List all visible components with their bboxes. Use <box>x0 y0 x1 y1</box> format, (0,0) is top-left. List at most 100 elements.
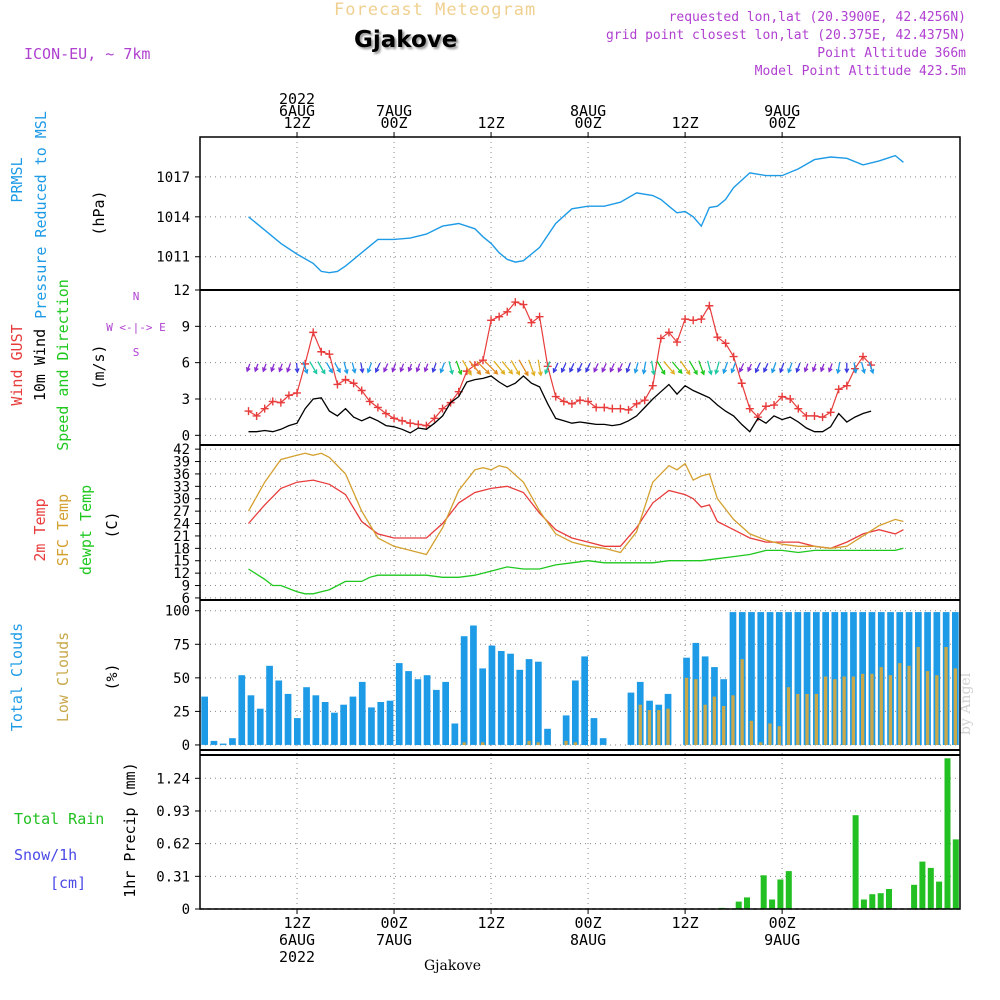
temp-unit-label: (C) <box>103 511 121 538</box>
wind-direction-arrow <box>302 361 309 375</box>
low-cloud-bar <box>462 742 466 745</box>
total-cloud-bar <box>497 651 505 745</box>
gust-marker <box>681 315 690 324</box>
temp-dewpt-line <box>248 547 904 595</box>
clouds-unit-label: (%) <box>103 663 121 690</box>
top-time-label: 7AUG <box>376 102 412 120</box>
rain-bar <box>952 839 959 909</box>
gust-marker <box>576 396 584 405</box>
low-cloud-bar <box>925 671 930 745</box>
wind-direction-arrow <box>671 361 683 375</box>
requested-coords: requested lon,lat (20.3900E, 42.4256N) <box>668 10 966 25</box>
wind-direction-arrow <box>468 360 482 376</box>
bottom-time-label: 2022 <box>279 948 315 966</box>
snow-label: Snow/1h <box>14 846 77 864</box>
wind-direction-label: Speed and Direction <box>54 279 72 451</box>
y-tick-label: 42 <box>173 442 190 458</box>
location-title: Gjakove <box>354 27 458 53</box>
gust-marker <box>551 392 560 401</box>
total-cloud-bar <box>395 663 403 745</box>
wind-direction-arrow <box>325 362 333 374</box>
rain-bar <box>860 899 867 909</box>
low-cloud-bar <box>740 659 744 745</box>
pressure-line <box>248 154 904 274</box>
wind-direction-arrow <box>501 360 514 375</box>
low-cloud-bar <box>647 710 652 745</box>
total-cloud-bar <box>331 712 338 745</box>
wind-direction-arrow <box>754 362 761 374</box>
total-cloud-bar <box>803 612 811 745</box>
wind-direction-arrow <box>601 363 607 373</box>
top-time-label: 12Z <box>283 114 310 132</box>
low-cloud-bar <box>953 668 957 745</box>
precip-unit-label: 1hr Precip (mm) <box>121 762 139 897</box>
point-altitude: Point Altitude 366m <box>817 46 966 61</box>
wind-direction-arrow <box>423 363 429 373</box>
snow-unit-label: [cm] <box>50 874 86 892</box>
gust-marker <box>341 375 350 384</box>
wind-direction-arrow <box>795 362 801 374</box>
top-time-label: 6AUG <box>279 102 315 120</box>
low-cloud-bar <box>684 677 689 745</box>
temp-dewpt-label: dewpt Temp <box>77 485 95 575</box>
wind-direction-arrow <box>811 363 817 373</box>
gust-marker <box>567 399 576 408</box>
gust-marker <box>309 328 318 337</box>
product-title: Forecast Meteogram <box>334 0 537 20</box>
total-cloud-bar <box>488 645 496 745</box>
wind-direction-arrow <box>679 360 691 376</box>
grid-point-coords: grid point closest lon,lat (20.375E, 42.… <box>605 28 966 43</box>
top-time-label: 2022 <box>279 90 315 108</box>
y-tick-label: 1.24 <box>156 771 190 787</box>
total-cloud-bar <box>757 612 765 745</box>
gust-marker <box>373 403 382 412</box>
rain-bar <box>869 894 876 909</box>
total-cloud-bar <box>775 612 783 745</box>
gust-marker <box>438 404 447 413</box>
gust-marker <box>487 316 496 325</box>
low-cloud-bar <box>870 673 874 745</box>
gust-marker <box>689 316 698 325</box>
gust-marker <box>268 397 277 406</box>
wind-direction-arrow <box>278 363 283 373</box>
y-tick-label: 15 <box>173 554 190 570</box>
total-cloud-bar <box>794 612 802 745</box>
pressure-label-prmsl: PRMSL <box>8 157 26 202</box>
y-tick-label: 9 <box>182 579 190 595</box>
wind-direction-arrow <box>625 362 631 374</box>
total-cloud-bar <box>266 665 273 745</box>
y-tick-label: 36 <box>173 467 190 483</box>
gust-marker <box>252 411 261 420</box>
low-cloud-bar <box>935 675 939 745</box>
temp-2m-line <box>248 479 904 549</box>
wind-direction-arrow <box>537 359 543 377</box>
wind-direction-arrow <box>359 362 365 374</box>
y-tick-label: 12 <box>173 283 190 299</box>
bottom-time-label: 00Z <box>575 914 602 932</box>
low-cloud-bar <box>823 676 828 745</box>
top-time-label: 9AUG <box>764 102 800 120</box>
low-cloud-bar <box>814 693 818 745</box>
total-cloud-bar <box>303 687 310 745</box>
wind-direction-arrow <box>294 362 300 374</box>
rain-bar <box>911 884 918 909</box>
wind-direction-arrow <box>366 362 373 374</box>
total-cloud-bar <box>562 715 570 745</box>
rain-bar <box>944 758 951 909</box>
y-tick-label: 50 <box>173 671 190 687</box>
wind-direction-arrow <box>518 359 529 377</box>
wind-direction-arrow <box>270 363 275 373</box>
gust-marker <box>673 338 682 347</box>
y-tick-label: 1011 <box>156 250 190 266</box>
top-time-label: 00Z <box>575 114 602 132</box>
wind-direction-arrow <box>585 363 591 373</box>
wind-direction-arrow <box>663 360 676 375</box>
low-cloud-bar <box>796 693 800 745</box>
gust-marker <box>503 307 512 316</box>
gust-marker <box>284 391 293 400</box>
wind-10m-label: 10m Wind <box>31 329 49 401</box>
total-cloud-bar <box>275 680 283 745</box>
low-clouds-label: Low Clouds <box>54 632 72 722</box>
wind-direction-arrow <box>448 361 454 375</box>
